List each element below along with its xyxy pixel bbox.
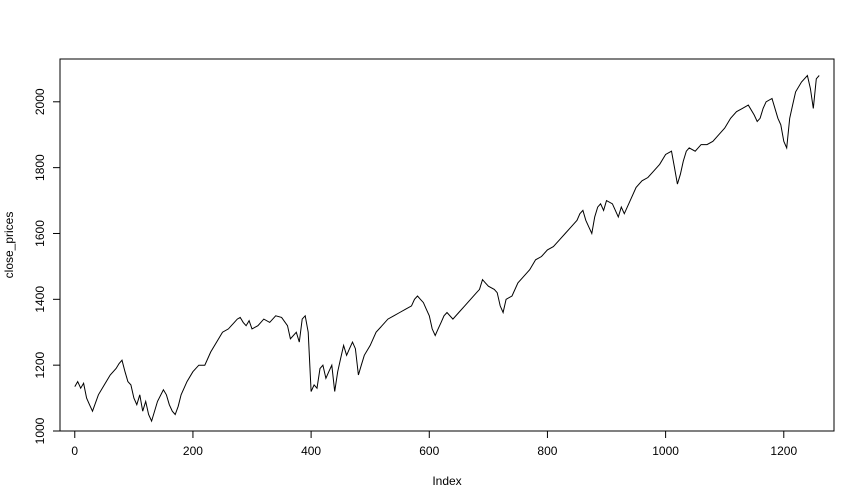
x-tick-label: 1200 xyxy=(770,444,797,458)
x-tick-label: 0 xyxy=(71,444,78,458)
y-tick-label: 1800 xyxy=(33,154,47,181)
y-tick-label: 1600 xyxy=(33,220,47,247)
x-axis: 0 200 400 600 800 1000 1200 xyxy=(71,430,797,458)
x-tick-label: 200 xyxy=(183,444,203,458)
x-tick-label: 1000 xyxy=(652,444,679,458)
y-tick-label: 1200 xyxy=(33,351,47,378)
plot-frame xyxy=(59,58,835,432)
x-axis-label: Index xyxy=(432,474,461,488)
y-axis: 1000 1200 1400 1600 1800 2000 xyxy=(33,88,61,444)
close-prices-series-line xyxy=(74,74,820,423)
y-axis-label: close_prices xyxy=(2,212,16,279)
x-tick-label: 400 xyxy=(301,444,321,458)
x-tick-label: 600 xyxy=(419,444,439,458)
y-tick-label: 2000 xyxy=(33,88,47,115)
y-tick-label: 1400 xyxy=(33,286,47,313)
x-tick-label: 800 xyxy=(537,444,557,458)
y-tick-label: 1000 xyxy=(33,417,47,444)
